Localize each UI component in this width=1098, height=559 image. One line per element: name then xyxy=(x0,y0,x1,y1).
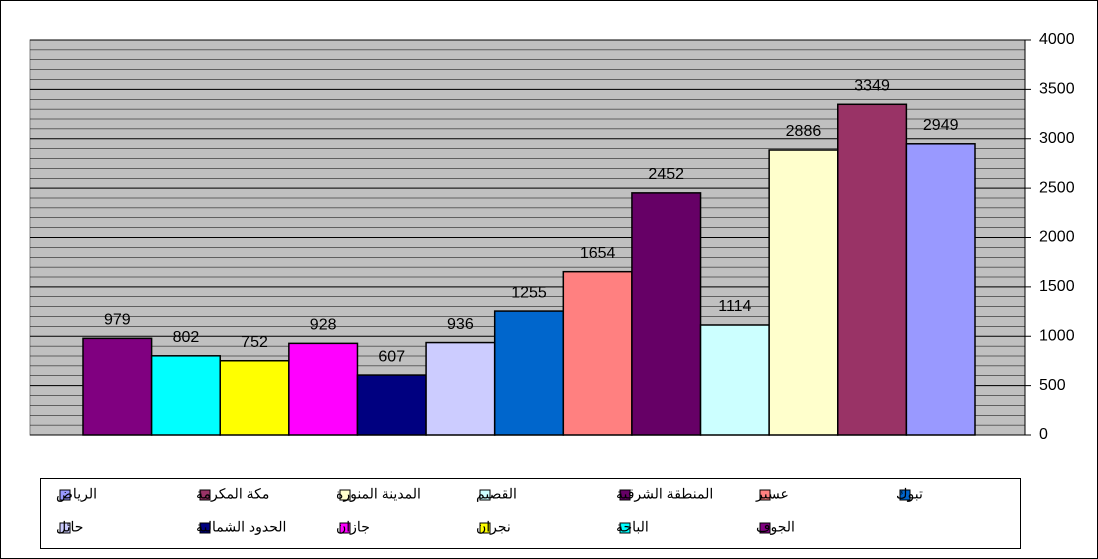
legend-box xyxy=(40,478,1021,549)
legend-label: الحدود الشمالية xyxy=(196,519,286,536)
y-tick-label: 1000 xyxy=(1039,327,1075,344)
bar xyxy=(150,355,221,436)
legend-label: الرياض xyxy=(56,486,97,503)
legend-swatch xyxy=(479,522,491,534)
value-label: 2949 xyxy=(923,117,959,134)
y-tick-label: 2500 xyxy=(1039,179,1075,196)
bar xyxy=(905,143,976,436)
y-tick-label: 3000 xyxy=(1039,130,1075,147)
value-label: 752 xyxy=(241,334,268,351)
legend-label: تبوك xyxy=(896,486,923,503)
legend-swatch xyxy=(199,489,211,501)
legend-swatch xyxy=(899,489,911,501)
value-label: 3349 xyxy=(854,78,890,95)
legend-label: المدينة المنورة xyxy=(336,486,421,503)
bar xyxy=(837,103,908,436)
bar xyxy=(631,192,702,436)
legend-label: جازان xyxy=(336,519,370,536)
y-tick-label: 4000 xyxy=(1039,31,1075,48)
value-label: 1114 xyxy=(718,298,751,315)
bar xyxy=(288,342,359,436)
legend-swatch xyxy=(59,489,71,501)
legend-swatch xyxy=(759,522,771,534)
legend-label: مكة المكرمة xyxy=(196,486,269,503)
y-tick-label: 0 xyxy=(1039,426,1048,443)
value-label: 1255 xyxy=(511,284,547,301)
bar xyxy=(425,341,496,436)
legend-label: الجوف xyxy=(756,519,795,536)
legend-swatch xyxy=(59,522,71,534)
legend-swatch xyxy=(339,489,351,501)
legend-label: القصيم xyxy=(476,486,517,503)
y-tick-label: 1500 xyxy=(1039,278,1075,295)
bar xyxy=(82,337,153,436)
y-tick-label: 3500 xyxy=(1039,81,1075,98)
value-label: 802 xyxy=(173,329,200,346)
legend-label: الباحة xyxy=(616,519,649,535)
legend-swatch xyxy=(479,489,491,501)
value-label: 1654 xyxy=(580,245,616,262)
legend-swatch xyxy=(339,522,351,534)
bar xyxy=(768,149,839,436)
legend-swatch xyxy=(759,489,771,501)
legend-label: المنطقة الشرقية xyxy=(616,486,713,503)
value-label: 928 xyxy=(310,317,337,334)
value-label: 979 xyxy=(104,312,131,329)
legend-swatch xyxy=(619,489,631,501)
bar xyxy=(493,310,565,436)
bar xyxy=(562,270,633,436)
bar xyxy=(219,359,290,436)
value-label: 936 xyxy=(447,316,474,333)
value-label: 607 xyxy=(378,348,405,365)
value-label: 2452 xyxy=(648,166,684,183)
legend-label: عسير xyxy=(755,486,789,503)
bar xyxy=(699,324,770,436)
legend-swatch xyxy=(199,522,211,534)
legend-swatch xyxy=(619,522,631,534)
legend-label: نجران xyxy=(476,519,511,536)
legend-label: حائل xyxy=(56,519,83,535)
y-tick-label: 2000 xyxy=(1039,229,1075,246)
value-label: 2886 xyxy=(786,123,822,140)
bar xyxy=(356,374,427,436)
y-tick-label: 500 xyxy=(1039,377,1066,394)
